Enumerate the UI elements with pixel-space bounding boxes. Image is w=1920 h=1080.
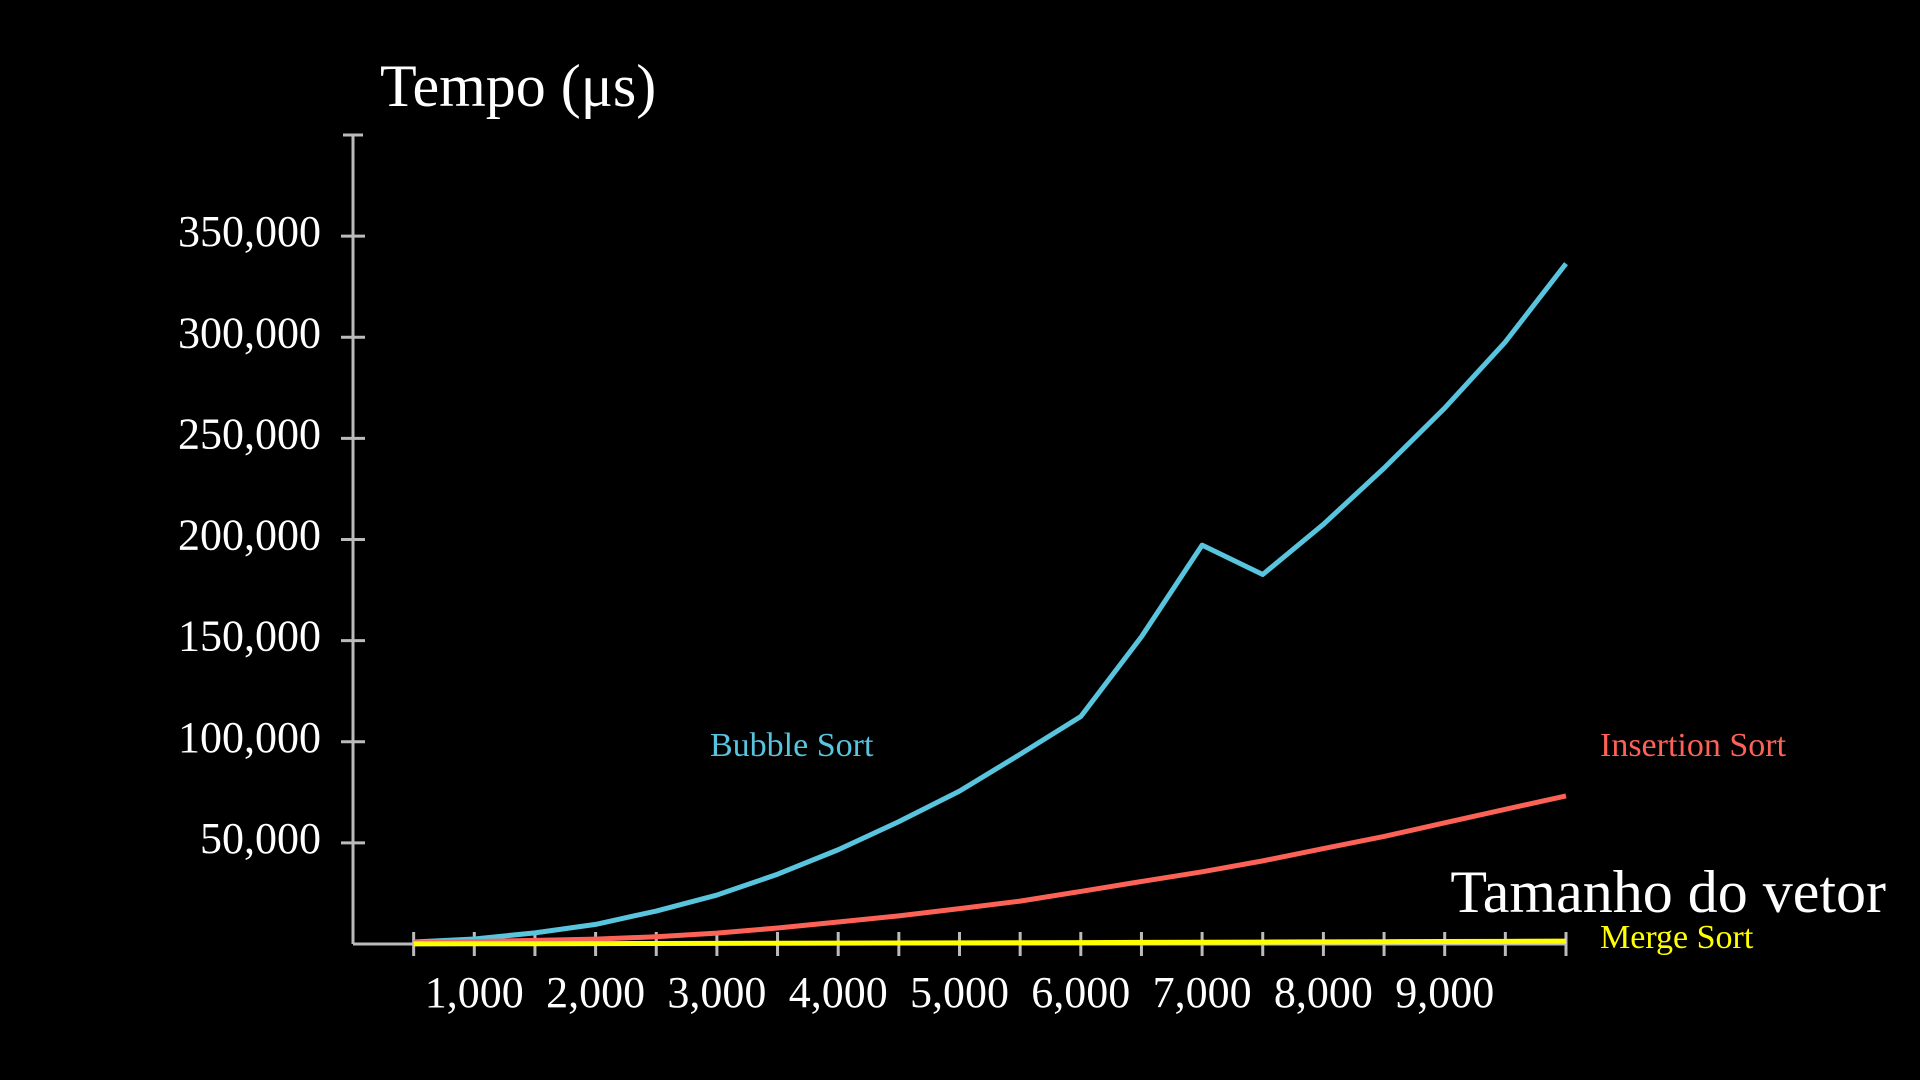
y-tick-label: 100,000 bbox=[178, 713, 321, 762]
x-axis-label: Tamanho do vetor bbox=[1450, 859, 1886, 925]
x-tick-label: 8,000 bbox=[1274, 968, 1373, 1017]
series-line bbox=[413, 262, 1568, 945]
series-line bbox=[413, 938, 1567, 947]
x-tick-label: 1,000 bbox=[425, 968, 524, 1017]
y-tick-label: 250,000 bbox=[178, 409, 321, 458]
series-label: Bubble Sort bbox=[710, 727, 874, 764]
y-axis-label: Tempo (μs) bbox=[380, 53, 656, 119]
x-tick-label: 6,000 bbox=[1031, 968, 1130, 1017]
y-tick-label: 50,000 bbox=[200, 814, 321, 863]
y-tick-label: 350,000 bbox=[178, 207, 321, 256]
y-tick-label: 300,000 bbox=[178, 308, 321, 357]
x-tick-label: 7,000 bbox=[1153, 968, 1252, 1017]
x-tick-label: 4,000 bbox=[789, 968, 888, 1017]
x-tick-label: 9,000 bbox=[1395, 968, 1494, 1017]
x-tick-label: 3,000 bbox=[667, 968, 766, 1017]
series-label: Insertion Sort bbox=[1600, 727, 1787, 764]
y-tick-label: 150,000 bbox=[178, 612, 321, 661]
x-tick-label: 2,000 bbox=[546, 968, 645, 1017]
series-label: Merge Sort bbox=[1600, 919, 1754, 956]
y-tick-label: 200,000 bbox=[178, 511, 321, 560]
x-tick-label: 5,000 bbox=[910, 968, 1009, 1017]
series-line bbox=[413, 793, 1567, 946]
